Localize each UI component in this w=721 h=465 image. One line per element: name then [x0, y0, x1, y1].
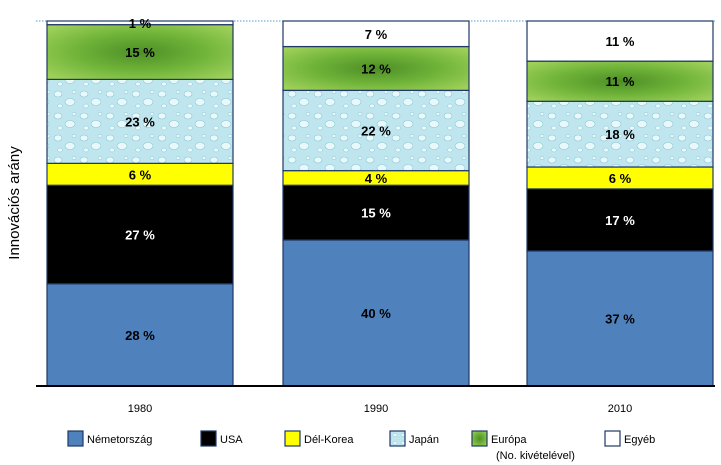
- legend-swatch-usa: [200, 430, 217, 447]
- bar-segment-egyeb-1980: [46, 20, 234, 26]
- data-label-usa-1990: 15 %: [361, 206, 391, 221]
- legend-item-nemetorszag: Németország: [67, 430, 152, 447]
- bar-segment-japan-2010: [526, 100, 714, 168]
- bar-segment-nemetorszag-1980: [46, 283, 234, 387]
- legend-swatch-egyeb: [604, 430, 621, 447]
- data-label-japan-1990: 22 %: [361, 124, 391, 139]
- legend-label-japan: Japán: [409, 434, 439, 446]
- bar-segment-japan-1980: [46, 78, 234, 164]
- x-tick-label-2010: 2010: [608, 403, 632, 415]
- data-label-japan-1980: 23 %: [125, 114, 155, 129]
- data-label-nemetorszag-2010: 37 %: [605, 311, 635, 326]
- bar-segment-europa-2010: [526, 60, 714, 102]
- bar-segment-europa-1990: [282, 45, 470, 91]
- data-label-egyeb-1980: 1 %: [129, 16, 152, 31]
- data-label-del-korea-1990: 4 %: [365, 171, 388, 186]
- bar-segment-nemetorszag-2010: [526, 250, 714, 387]
- legend-label-del-korea: Dél-Korea: [304, 434, 354, 446]
- data-label-usa-1980: 27 %: [125, 228, 155, 243]
- legend: Németország USA Dél-Korea Japán Európa (No. k…: [67, 430, 655, 462]
- y-axis-label: Innovációs arány: [6, 146, 23, 260]
- legend-item-japan: Japán: [389, 430, 439, 447]
- data-label-usa-2010: 17 %: [605, 213, 635, 228]
- data-label-del-korea-1980: 6 %: [129, 167, 152, 182]
- legend-item-usa: USA: [200, 430, 243, 447]
- legend-swatch-del-korea: [284, 430, 301, 447]
- bar-segment-usa-1980: [46, 184, 234, 285]
- data-label-egyeb-1990: 7 %: [365, 27, 388, 42]
- x-tick-label-1990: 1990: [364, 403, 388, 415]
- data-label-nemetorszag-1980: 28 %: [125, 328, 155, 343]
- data-label-europa-1980: 15 %: [125, 45, 155, 60]
- bar-segment-egyeb-1990: [282, 20, 470, 48]
- data-label-europa-1990: 12 %: [361, 61, 391, 76]
- legend-swatch-japan: [389, 430, 406, 447]
- data-label-europa-2010: 11 %: [606, 74, 635, 89]
- legend-label-egyeb: Egyéb: [624, 434, 655, 446]
- bar-segment-egyeb-2010: [526, 20, 714, 62]
- bars-layer: [46, 20, 714, 387]
- data-label-japan-2010: 18 %: [605, 127, 635, 142]
- legend-label-europa: Európa: [491, 434, 527, 446]
- data-label-egyeb-2010: 11 %: [606, 34, 635, 49]
- data-label-del-korea-2010: 6 %: [609, 171, 632, 186]
- data-labels-layer: 28 % 27 % 6 % 23 % 15 % 1 % 40 % 15 % 4 % 22 % 12 …: [125, 16, 635, 343]
- legend-item-del-korea: Dél-Korea: [284, 430, 354, 447]
- legend-swatch-nemetorszag: [67, 430, 84, 447]
- legend-item-egyeb: Egyéb: [604, 430, 655, 447]
- x-tick-label-1980: 1980: [128, 403, 152, 415]
- legend-label-nemetorszag: Németország: [87, 434, 152, 446]
- legend-swatch-europa: [471, 430, 488, 447]
- legend-sublabel-europa: (No. kivételével): [496, 450, 575, 462]
- data-label-nemetorszag-1990: 40 %: [361, 306, 391, 321]
- x-tick-labels: 1980 1990 2010: [128, 403, 632, 415]
- legend-item-europa: Európa (No. kivételével): [471, 430, 575, 462]
- bar-segment-usa-2010: [526, 188, 714, 252]
- legend-label-usa: USA: [220, 434, 243, 446]
